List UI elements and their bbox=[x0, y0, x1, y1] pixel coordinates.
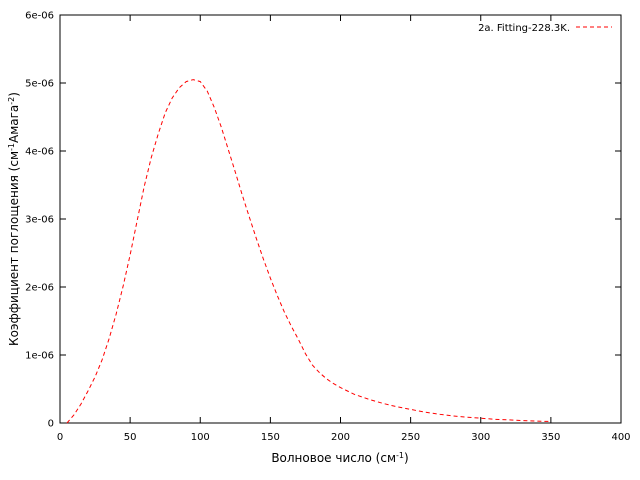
y-axis-title: Коэффициент поглощения (см-1Амага-2) bbox=[7, 92, 22, 346]
y-axis-title-superscript-2: -2 bbox=[7, 97, 16, 105]
x-axis-title-main: Волновое число (см bbox=[271, 451, 396, 465]
legend-label: 2a. Fitting-228.3K. bbox=[478, 23, 570, 34]
x-tick-label: 400 bbox=[611, 432, 630, 443]
x-tick-label: 150 bbox=[261, 432, 280, 443]
x-axis-ticks: 0 50 100 150 200 250 300 350 400 bbox=[57, 15, 631, 443]
y-tick-label: 5e-06 bbox=[25, 79, 54, 90]
y-axis-title-superscript-1: -1 bbox=[7, 143, 16, 151]
x-axis-title-superscript: -1 bbox=[396, 451, 404, 460]
y-axis-title-main: Коэффициент поглощения (см bbox=[7, 151, 21, 346]
y-axis-title-mid: Амага bbox=[7, 105, 21, 143]
legend: 2a. Fitting-228.3K. bbox=[478, 23, 612, 34]
x-tick-label: 350 bbox=[541, 432, 560, 443]
x-axis-title-end: ) bbox=[404, 451, 409, 465]
y-axis-title-end: ) bbox=[7, 92, 21, 97]
x-tick-label: 0 bbox=[57, 432, 63, 443]
x-tick-label: 50 bbox=[124, 432, 137, 443]
x-tick-label: 200 bbox=[331, 432, 350, 443]
y-tick-label: 0 bbox=[48, 419, 54, 430]
x-tick-label: 250 bbox=[401, 432, 420, 443]
y-tick-label: 3e-06 bbox=[25, 215, 54, 226]
x-tick-label: 300 bbox=[471, 432, 490, 443]
plot-frame bbox=[59, 14, 622, 424]
y-tick-label: 1e-06 bbox=[25, 351, 54, 362]
y-tick-label: 6e-06 bbox=[25, 11, 54, 22]
y-tick-label: 2e-06 bbox=[25, 283, 54, 294]
x-axis-title: Волновое число (см-1) bbox=[271, 451, 408, 466]
x-tick-label: 100 bbox=[191, 432, 210, 443]
series-line bbox=[66, 79, 551, 424]
series-layer bbox=[66, 79, 551, 424]
y-axis-ticks: 0 1e-06 2e-06 3e-06 4e-06 5e-06 6e-06 bbox=[25, 11, 621, 430]
y-tick-label: 4e-06 bbox=[25, 147, 54, 158]
